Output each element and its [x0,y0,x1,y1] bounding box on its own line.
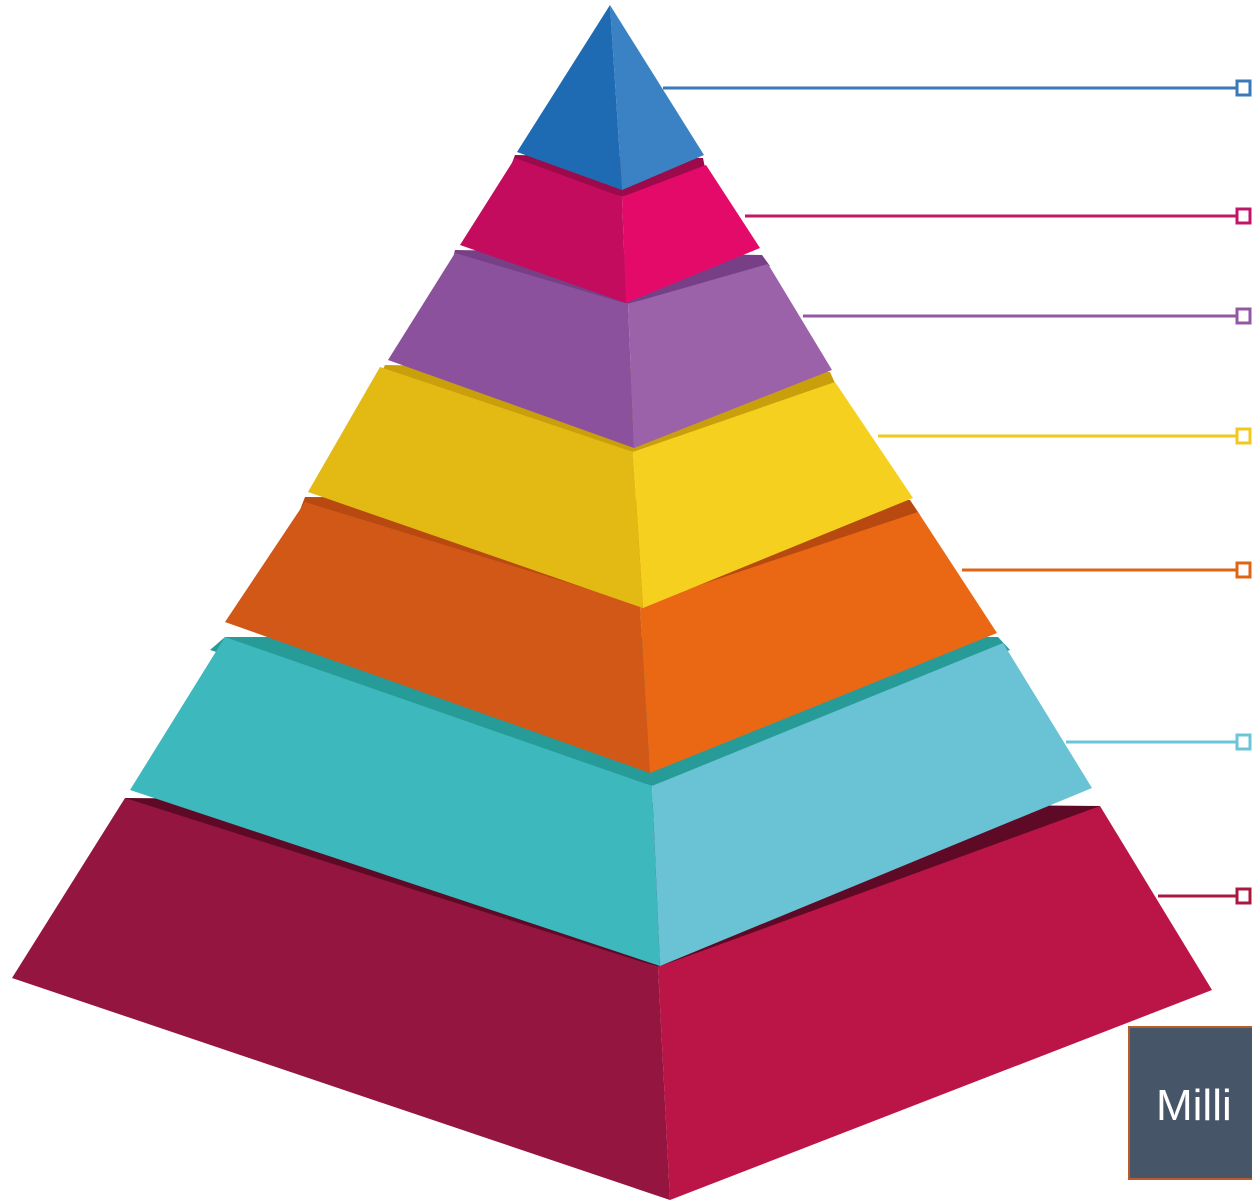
level-3-right-face [628,264,832,448]
level-1-right-face [610,5,704,190]
connector-marker-level-4[interactable] [1235,427,1252,445]
level-7-left-face [12,798,670,1200]
connector-level-1 [663,79,1252,97]
connector-marker-level-3[interactable] [1235,307,1252,325]
level-2-right-face [622,165,760,303]
connector-level-5 [962,561,1252,579]
level-5-left-face [225,502,650,773]
connector-level-6 [1066,733,1252,751]
level-3-left-face [388,253,634,448]
connector-lines [663,79,1252,905]
connector-marker-level-7[interactable] [1235,887,1252,905]
connector-marker-level-6[interactable] [1235,733,1252,751]
connector-level-4 [878,427,1252,445]
level-7-right-face [658,806,1212,1200]
connector-level-2 [745,207,1252,225]
pyramid-level-1 [517,5,704,190]
caption-box[interactable]: Milli [1128,1026,1252,1180]
connector-marker-level-2[interactable] [1235,207,1252,225]
connector-marker-level-1[interactable] [1235,79,1252,97]
connector-level-7 [1158,887,1252,905]
connector-level-3 [803,307,1252,325]
level-4-right-face [633,382,913,608]
level-2-left-face [460,158,626,303]
caption-text: Milli [1156,1081,1232,1130]
level-1-left-face [517,5,622,190]
connector-marker-level-5[interactable] [1235,561,1252,579]
level-6-left-face [130,637,660,966]
level-6-right-face [652,643,1092,966]
level-4-left-face [308,367,643,608]
level-5-right-face [640,512,997,773]
